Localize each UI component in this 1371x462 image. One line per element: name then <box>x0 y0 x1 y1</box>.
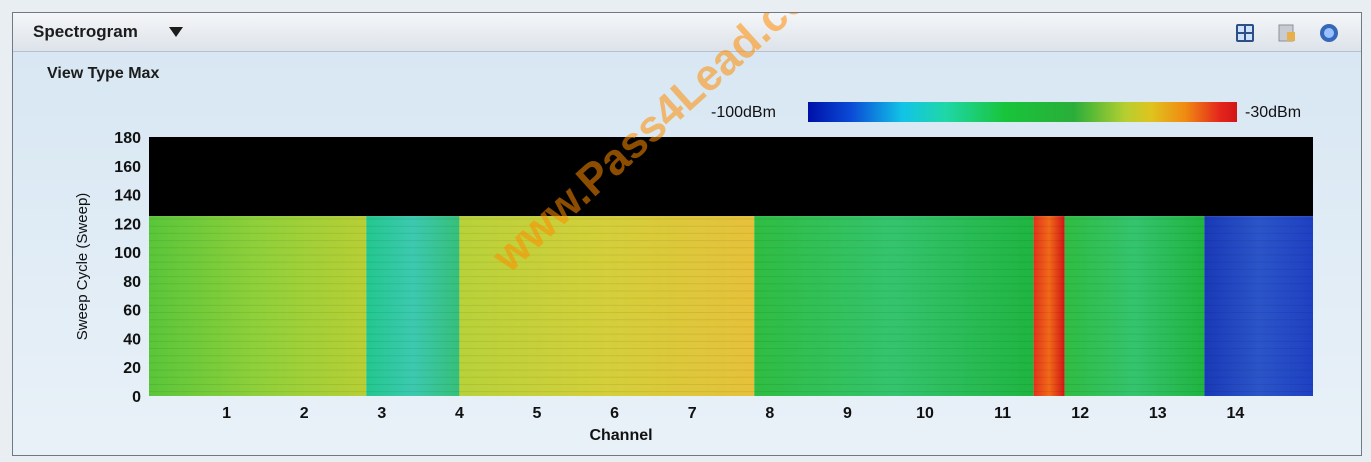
x-tick-label: 10 <box>916 405 934 422</box>
x-tick-label: 13 <box>1149 405 1167 422</box>
y-tick-label: 180 <box>114 130 141 147</box>
y-tick-label: 60 <box>123 303 141 320</box>
x-tick-label: 12 <box>1071 405 1089 422</box>
y-tick-label: 0 <box>132 389 141 406</box>
spectrum-band <box>1064 216 1205 396</box>
colorbar-max-label: -30dBm <box>1245 104 1302 121</box>
x-tick-label: 14 <box>1227 405 1245 422</box>
chevron-down-icon[interactable] <box>169 27 183 37</box>
export-icon[interactable] <box>1277 23 1297 43</box>
empty-sweep-region <box>149 137 1313 217</box>
spectrum-band <box>1204 216 1313 396</box>
spectrum-band <box>1033 216 1065 396</box>
y-tick-label: 40 <box>123 331 141 348</box>
y-tick-label: 80 <box>123 274 141 291</box>
spectrogram-panel: Spectrogram View Type Max -100dBm -30dBm… <box>12 12 1362 456</box>
spectrum-band <box>459 216 755 396</box>
spectrum-band <box>366 216 460 396</box>
x-tick-label: 5 <box>533 405 542 422</box>
colorbar <box>808 102 1237 122</box>
y-tick-label: 20 <box>123 360 141 377</box>
y-axis-label: Sweep Cycle (Sweep) <box>74 193 91 341</box>
colorbar-min-label: -100dBm <box>711 104 776 121</box>
panel-title: Spectrogram <box>33 22 138 41</box>
x-tick-label: 8 <box>765 405 774 422</box>
grid-icon[interactable] <box>1235 23 1255 43</box>
x-tick-label: 11 <box>994 405 1011 422</box>
x-tick-label: 7 <box>688 405 697 422</box>
spectrum-band <box>754 216 1034 396</box>
x-tick-label: 2 <box>300 405 309 422</box>
help-icon[interactable] <box>1319 23 1339 43</box>
x-tick-label: 3 <box>377 405 386 422</box>
panel-titlebar: Spectrogram <box>13 13 1361 52</box>
x-tick-label: 1 <box>222 405 231 422</box>
x-tick-label: 6 <box>610 405 619 422</box>
x-tick-label: 9 <box>843 405 852 422</box>
spectrum-band <box>149 216 367 396</box>
y-tick-label: 160 <box>114 159 141 176</box>
x-axis-label: Channel <box>589 427 652 444</box>
y-tick-label: 140 <box>114 188 141 205</box>
y-tick-label: 100 <box>114 245 141 262</box>
view-type-label: View Type Max <box>47 65 160 82</box>
x-tick-label: 4 <box>455 405 464 422</box>
y-tick-label: 120 <box>114 216 141 233</box>
